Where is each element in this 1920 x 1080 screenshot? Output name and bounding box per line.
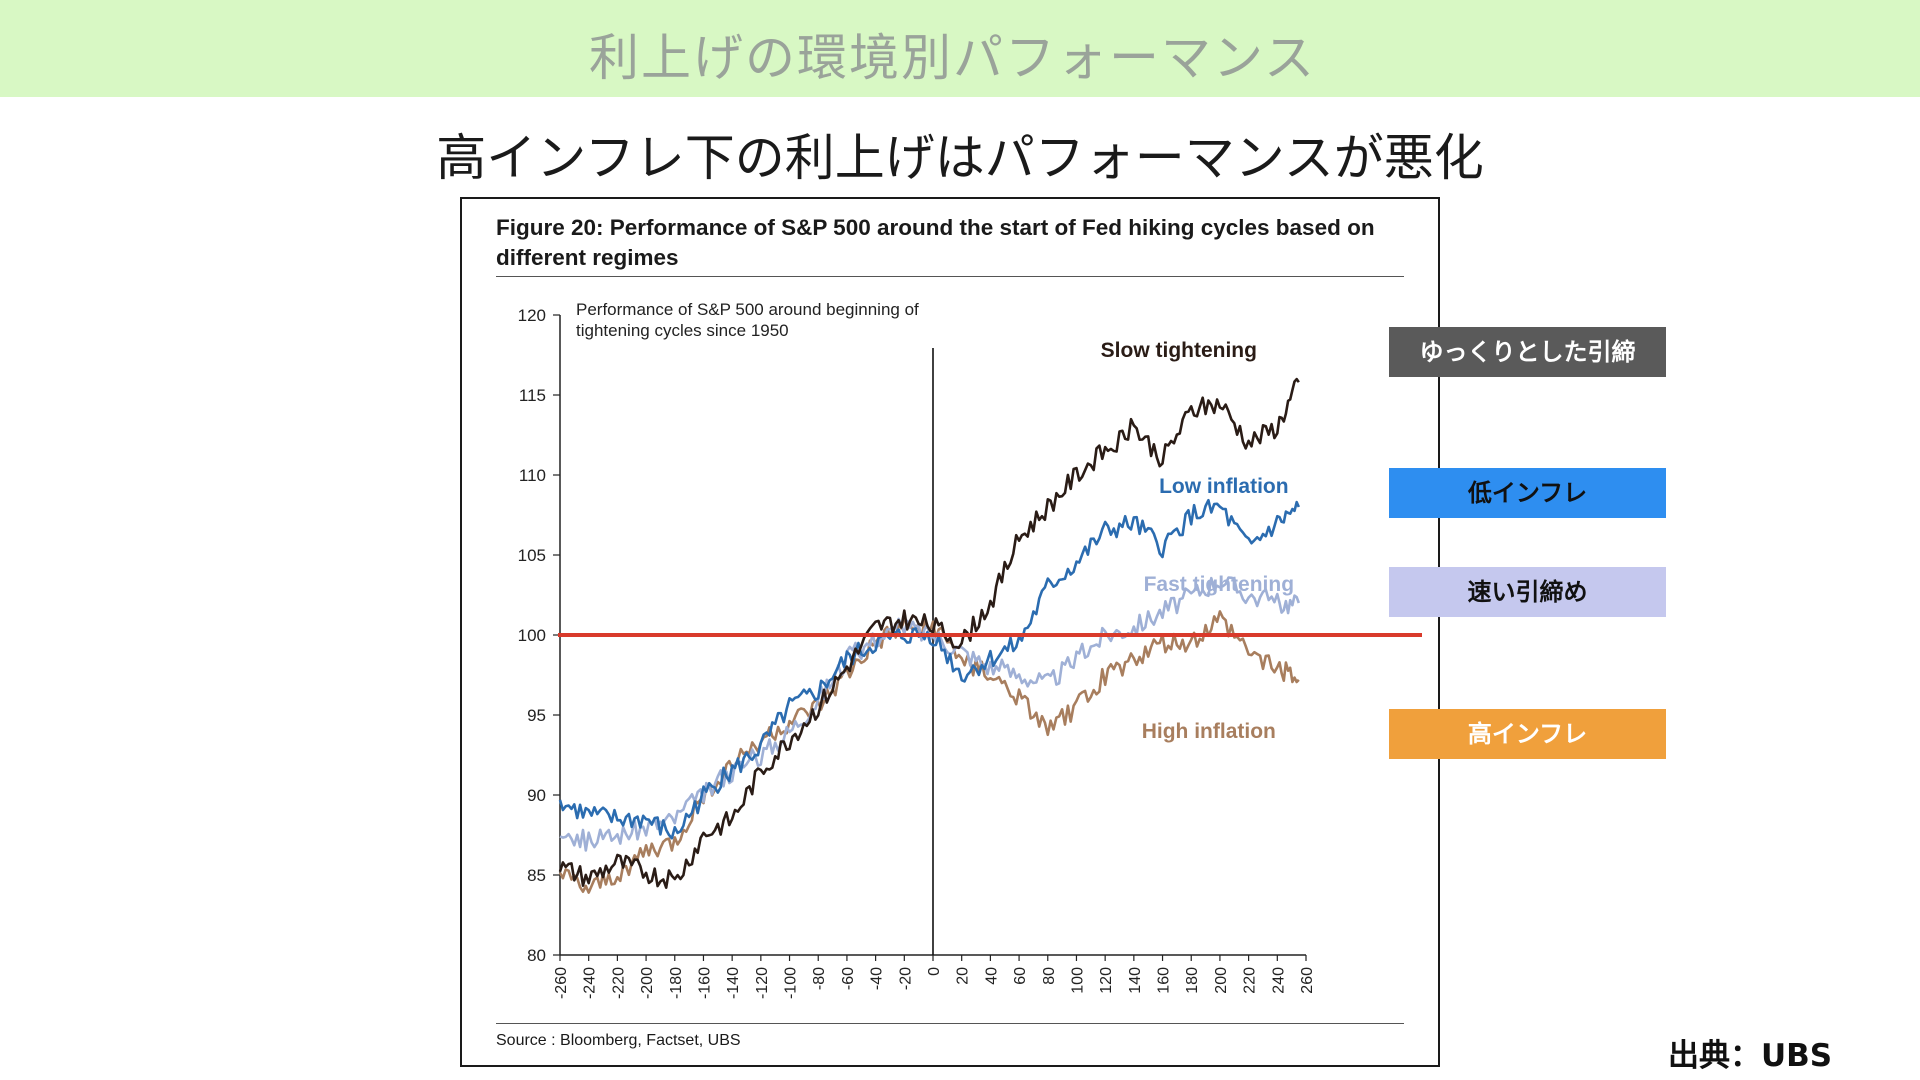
x-tick-label: 80 (1041, 967, 1058, 985)
figure-frame: Figure 20: Performance of S&P 500 around… (460, 197, 1440, 1067)
y-tick-label: 95 (527, 706, 546, 725)
y-tick-label: 110 (519, 466, 546, 485)
x-tick-label: 140 (1127, 967, 1144, 994)
x-tick-label: 20 (955, 967, 972, 985)
x-tick-label: -60 (840, 967, 857, 990)
legend-high-inflation: 高インフレ (1389, 709, 1666, 759)
x-tick-label: -240 (582, 967, 599, 999)
figure-title: Figure 20: Performance of S&P 500 around… (496, 215, 1375, 270)
y-tick-label: 105 (518, 546, 546, 565)
x-tick-label: 200 (1213, 967, 1230, 994)
figure-source: Source : Bloomberg, Factset, UBS (496, 1032, 741, 1049)
legend-slow-tightening: ゆっくりとした引締 (1389, 327, 1666, 377)
series-line-slow-tightening (558, 377, 1300, 890)
series-label-fast-tightening: Fast tightening (1144, 573, 1295, 596)
figure-source-rule (496, 1023, 1404, 1024)
series-line-fast-tightening (559, 576, 1301, 852)
x-tick-label: 160 (1156, 967, 1173, 994)
series-label-low-inflation: Low inflation (1159, 475, 1288, 498)
y-tick-label: 120 (518, 306, 546, 325)
y-tick-label: 80 (527, 946, 546, 965)
y-tick-label: 115 (519, 386, 546, 405)
x-tick-label: -200 (639, 967, 656, 999)
x-tick-label: 60 (1012, 967, 1029, 985)
x-tick-label: -260 (553, 967, 570, 999)
source-credit: 出典：UBS (1668, 1038, 1833, 1074)
x-tick-label: -180 (668, 967, 685, 999)
x-tick-label: -100 (783, 967, 800, 999)
series-label-slow-tightening: Slow tightening (1101, 339, 1257, 362)
x-tick-label: -140 (725, 967, 742, 999)
title-banner: 利上げの環境別パフォーマンス (0, 0, 1920, 97)
x-tick-label: -120 (754, 967, 771, 999)
x-tick-label: -160 (696, 967, 713, 999)
legend-fast-tightening: 速い引締め (1389, 567, 1666, 617)
series-line-high-inflation (558, 610, 1300, 894)
series-label-high-inflation: High inflation (1142, 720, 1276, 743)
figure-title-rule (496, 276, 1404, 277)
x-tick-label: -40 (869, 967, 886, 990)
x-tick-label: 240 (1270, 967, 1287, 994)
x-tick-label: -80 (811, 967, 828, 990)
series-line-low-inflation (558, 498, 1300, 840)
y-tick-label: 85 (527, 866, 546, 885)
x-tick-label: 260 (1299, 967, 1316, 994)
x-tick-label: 120 (1098, 967, 1115, 994)
x-tick-label: -220 (610, 967, 627, 999)
x-tick-label: 220 (1242, 967, 1259, 994)
y-tick-label: 90 (527, 786, 546, 805)
chart-annotation-title-line2: tightening cycles since 1950 (576, 321, 789, 340)
y-tick-label: 100 (518, 626, 546, 645)
chart-annotation-title-line1: Performance of S&P 500 around beginning … (576, 300, 919, 319)
x-tick-label: 180 (1184, 967, 1201, 994)
x-tick-label: -20 (897, 967, 914, 990)
banner-title: 利上げの環境別パフォーマンス (589, 29, 1316, 87)
legend-low-inflation: 低インフレ (1389, 468, 1666, 518)
x-tick-label: 0 (926, 967, 943, 976)
slide-subtitle: 高インフレ下の利上げはパフォーマンスが悪化 (436, 129, 1484, 187)
x-tick-label: 100 (1069, 967, 1086, 994)
x-tick-label: 40 (983, 967, 1000, 985)
